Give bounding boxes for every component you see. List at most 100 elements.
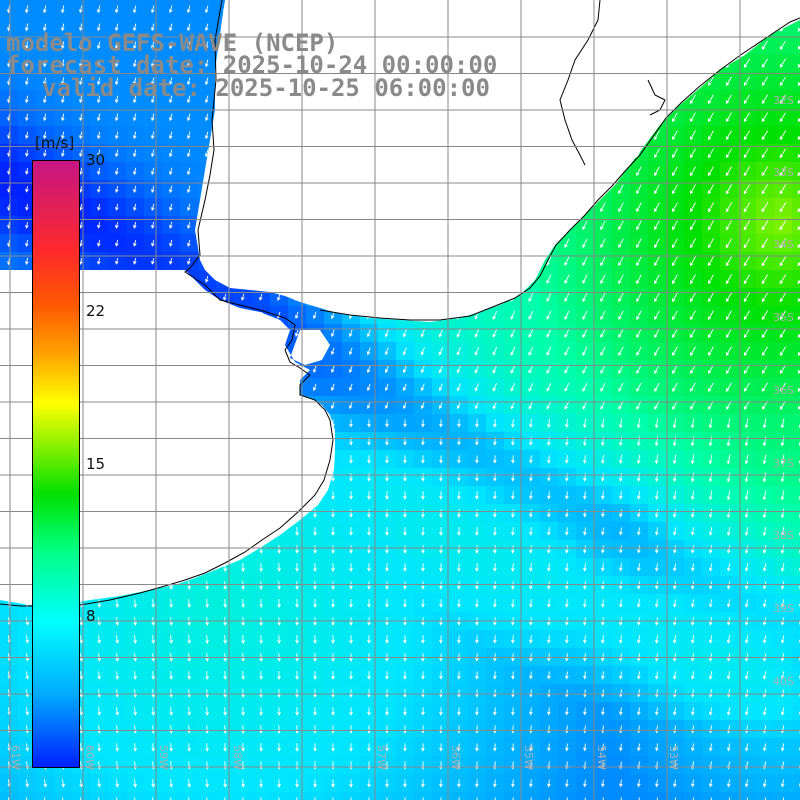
lat-label: 34S <box>773 238 794 251</box>
wind-arrow <box>779 40 786 50</box>
lon-label: 58W <box>231 745 244 770</box>
wind-arrow <box>797 27 800 32</box>
wind-arrow <box>168 59 173 68</box>
wind-arrow <box>204 5 209 14</box>
wind-speed-cell <box>36 792 54 800</box>
colorbar-tick-30: 30 <box>86 151 106 169</box>
colorbar <box>32 160 80 768</box>
wind-arrow <box>78 59 83 68</box>
wind-speed-cell <box>378 792 396 800</box>
wind-arrow <box>761 40 768 50</box>
wind-speed-cell <box>792 180 800 198</box>
wind-speed-cell <box>792 432 800 450</box>
wind-speed-cell <box>594 792 612 800</box>
wind-speed-cell <box>792 756 800 774</box>
wind-speed-cell <box>540 792 558 800</box>
wind-speed-cell <box>792 792 800 800</box>
wind-arrow <box>60 23 65 32</box>
wind-arrow <box>43 23 47 32</box>
wind-speed-cell <box>792 522 800 540</box>
wind-arrow <box>150 59 155 68</box>
wind-arrow <box>96 23 101 32</box>
wind-arrow <box>150 5 155 14</box>
wind-arrow <box>96 59 101 68</box>
wind-speed-cell <box>792 540 800 558</box>
wind-speed-cell <box>774 792 792 800</box>
colorbar-tick-22: 22 <box>86 302 106 320</box>
wind-speed-cell <box>468 792 486 800</box>
wind-arrow <box>114 59 119 68</box>
wind-speed-cell <box>450 792 468 800</box>
wind-speed-cell <box>666 792 684 800</box>
wind-speed-cell <box>792 738 800 756</box>
wind-speed-cell <box>432 792 450 800</box>
wind-arrow <box>168 41 173 50</box>
title-valid-date: valid date: 2025-10-25 06:00:00 <box>42 74 490 102</box>
wind-speed-cell <box>288 792 306 800</box>
wind-speed-cell <box>18 792 36 800</box>
wind-arrow <box>78 41 83 50</box>
wind-speed-cell <box>54 792 72 800</box>
wind-speed-cell <box>342 792 360 800</box>
wind-speed-cell <box>738 792 756 800</box>
wind-speed-cell <box>486 792 504 800</box>
wind-arrow <box>114 41 119 50</box>
lat-label: 33S <box>773 166 794 179</box>
lat-label: 38S <box>773 529 794 542</box>
wind-speed-cell <box>792 306 800 324</box>
wind-speed-cell <box>522 792 540 800</box>
lon-label: 56W <box>449 745 462 770</box>
wind-arrow <box>132 23 137 32</box>
wind-speed-cell <box>792 396 800 414</box>
wind-speed-cell <box>612 792 630 800</box>
lat-label: 35S <box>773 311 794 324</box>
wind-speed-cell <box>72 792 90 800</box>
wind-speed-cell <box>720 792 738 800</box>
wind-speed-cell <box>792 198 800 216</box>
wind-speed-cell <box>0 792 18 800</box>
colorbar-unit: [m/s] <box>35 134 75 152</box>
wind-speed-cell <box>414 792 432 800</box>
wind-arrow <box>186 41 191 50</box>
wind-speed-cell <box>180 792 198 800</box>
wind-speed-cell <box>792 342 800 360</box>
colorbar-tick-8: 8 <box>86 607 96 625</box>
wind-speed-cell <box>792 666 800 684</box>
wind-arrow <box>204 59 209 68</box>
wind-arrow <box>96 5 101 14</box>
wind-speed-cell <box>792 252 800 270</box>
lon-label: 54W <box>595 745 608 770</box>
wind-arrow <box>150 23 155 32</box>
wind-speed-cell <box>792 288 800 306</box>
lon-label: 55W <box>522 745 535 770</box>
wind-speed-cell <box>792 36 800 54</box>
wind-speed-cell <box>792 126 800 144</box>
wind-arrow <box>60 59 65 68</box>
wind-arrow <box>78 5 83 14</box>
wind-arrow <box>60 41 65 50</box>
wind-speed-cell <box>576 792 594 800</box>
lat-label: 40S <box>773 675 794 688</box>
wind-speed-cell <box>360 792 378 800</box>
wind-arrow <box>186 5 191 14</box>
wind-speed-cell <box>108 792 126 800</box>
wind-speed-cell <box>792 234 800 252</box>
lat-label: 32S <box>773 94 794 107</box>
wind-speed-cell <box>792 378 800 396</box>
wind-speed-cell <box>792 216 800 234</box>
lon-label: 53W <box>667 745 680 770</box>
wind-speed-cell <box>216 792 234 800</box>
wind-arrow <box>96 41 101 50</box>
wind-speed-cell <box>792 684 800 702</box>
wind-speed-cell <box>792 144 800 162</box>
wind-speed-cell <box>306 792 324 800</box>
wind-arrow <box>43 5 47 14</box>
wind-speed-cell <box>756 792 774 800</box>
lat-label: 39S <box>773 602 794 615</box>
wind-speed-cell <box>792 54 800 72</box>
wind-arrow <box>186 59 191 68</box>
wind-speed-cell <box>792 72 800 90</box>
wind-arrow <box>132 5 137 14</box>
wind-speed-cell <box>162 792 180 800</box>
